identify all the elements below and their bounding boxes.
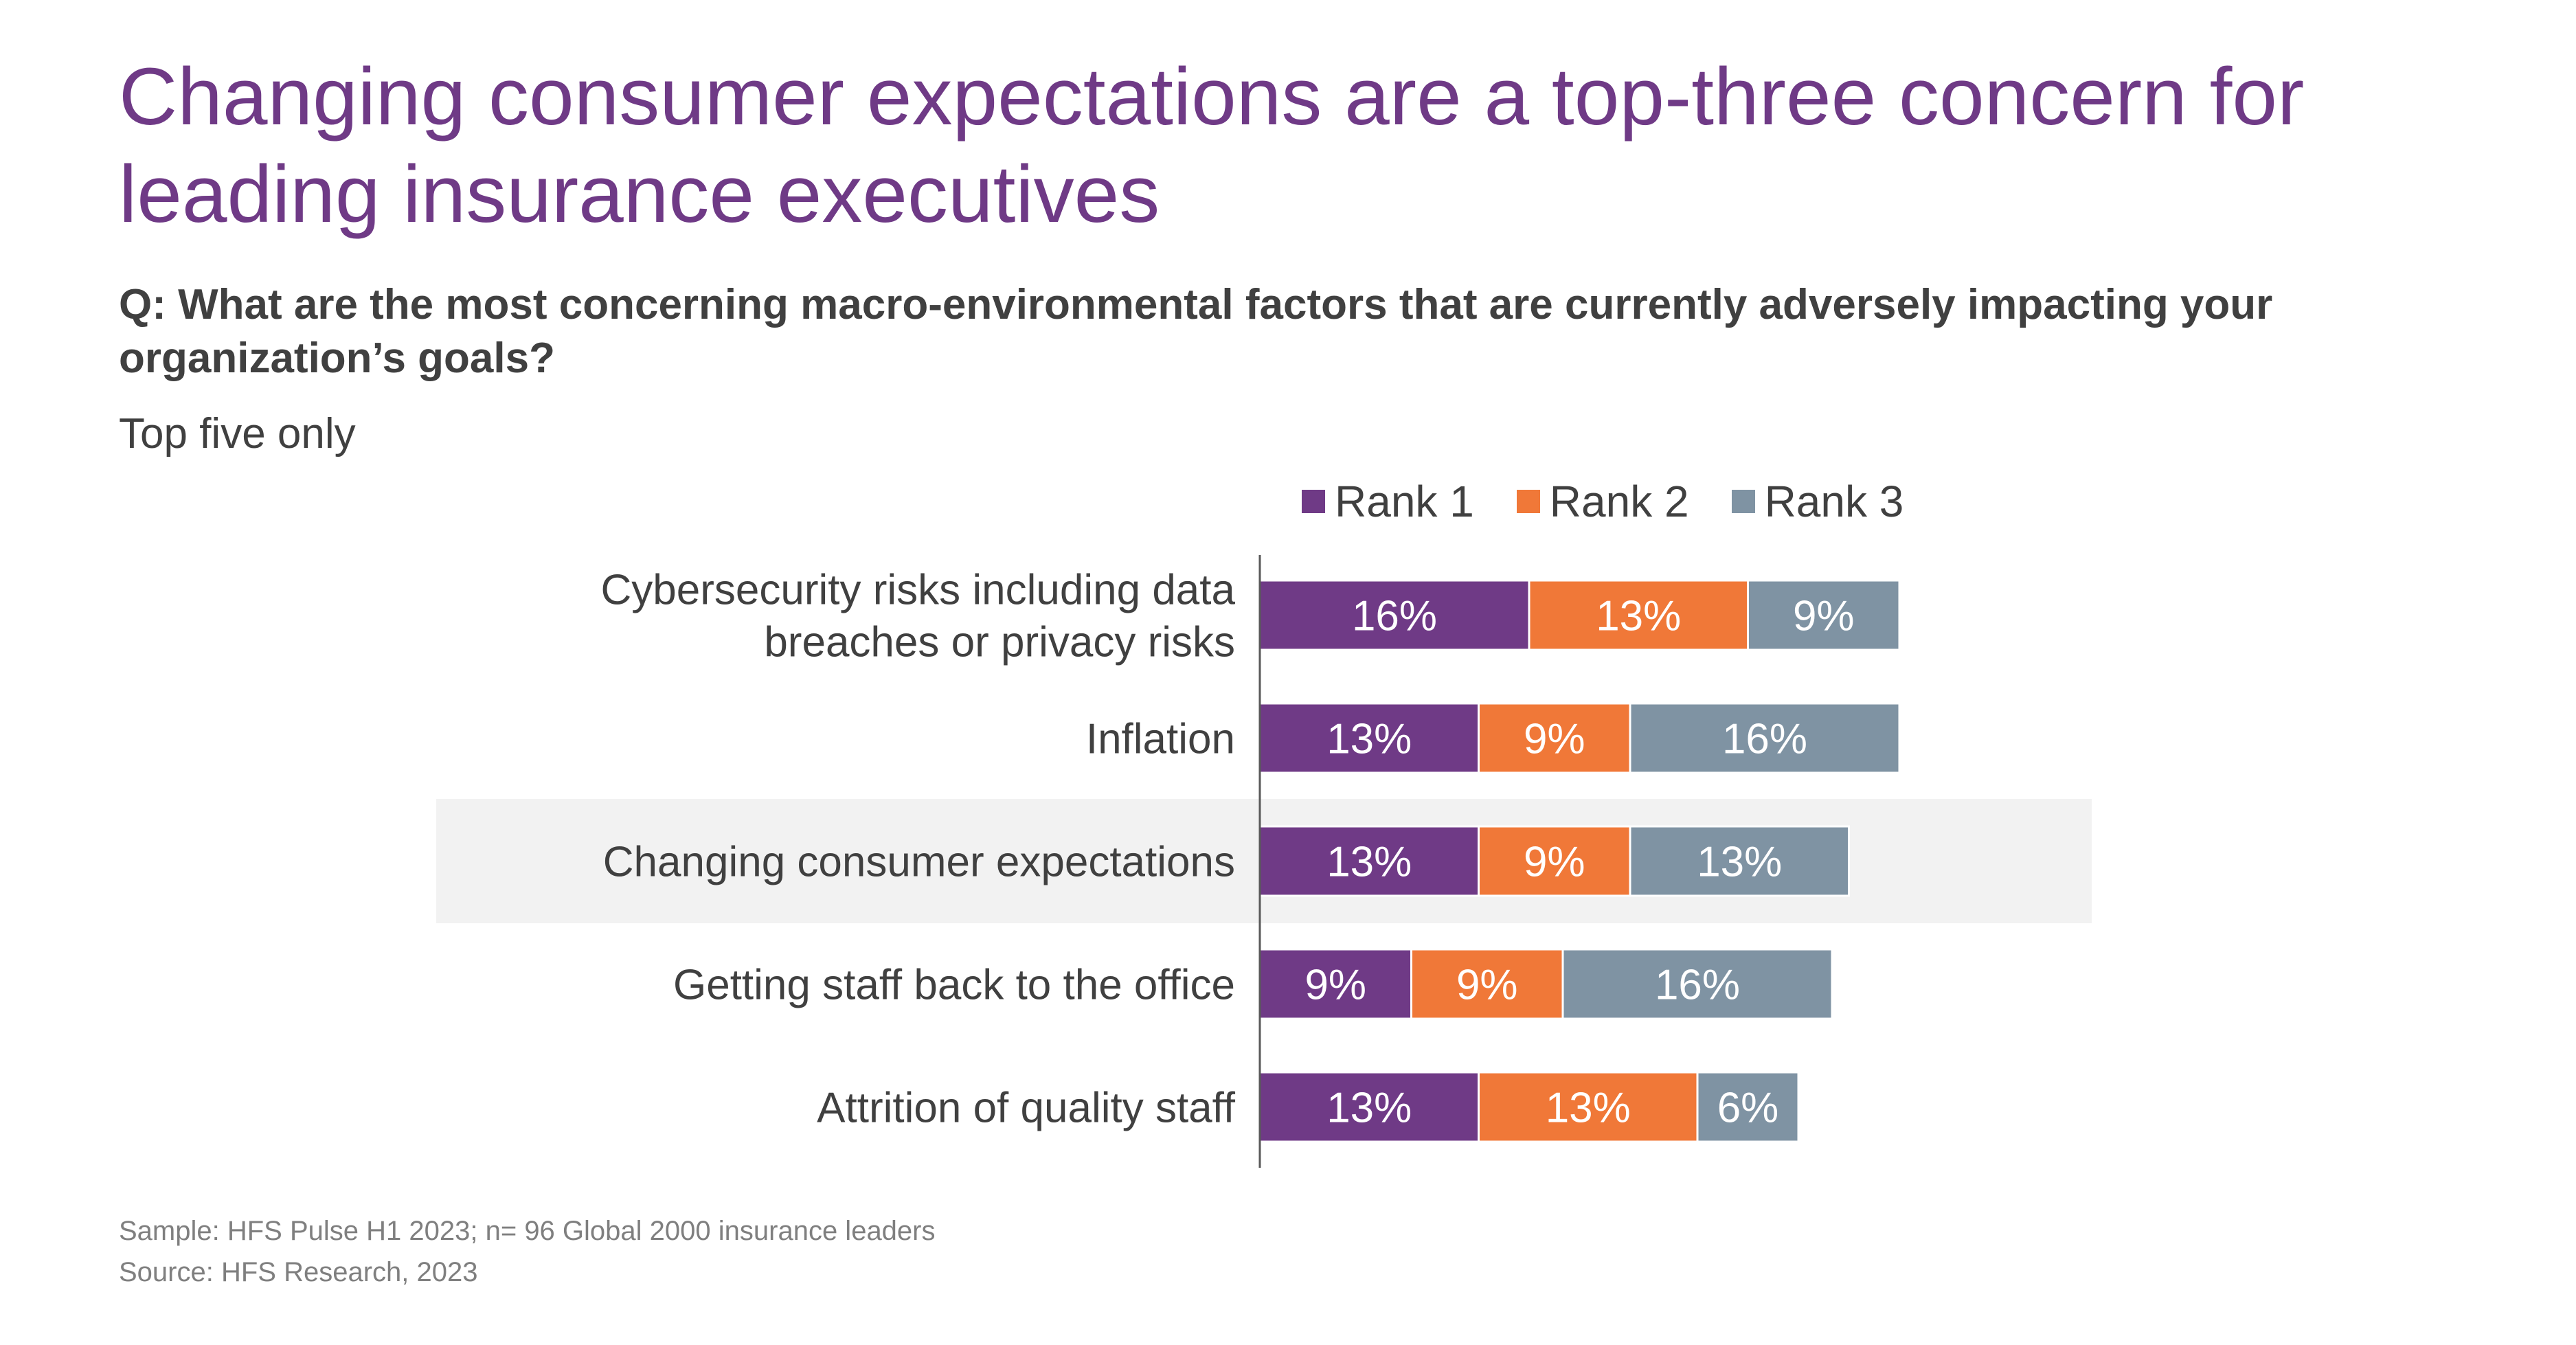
category-label-attrition-of-quality-staff: Attrition of quality staff xyxy=(817,1085,1236,1132)
bar-rank-3-inflation xyxy=(1629,702,1901,774)
category-label-changing-consumer-expectations: Changing consumer expectations xyxy=(603,839,1235,886)
legend-label-rank-2: Rank 2 xyxy=(1549,477,1689,526)
bar-rank-2-cybersecurity-risks-including-data-breaches-or-privacy-risks xyxy=(1528,579,1749,651)
survey-question: Q: What are the most concerning macro-en… xyxy=(119,281,2273,382)
chart-legend: Rank 1 Rank 2 Rank 3 xyxy=(1302,474,1946,529)
value-label-rank-2-cybersecurity-risks-including-data-breaches-or-privacy-risks: 13% xyxy=(1596,593,1681,640)
value-label-rank-1-changing-consumer-expectations: 13% xyxy=(1326,839,1412,886)
bar-rank-2-changing-consumer-expectations xyxy=(1478,825,1631,897)
page-title: Changing consumer expectations are a top… xyxy=(119,52,2305,240)
chart-subtitle: Top five only xyxy=(119,410,356,457)
value-label-rank-1-inflation: 13% xyxy=(1326,716,1412,763)
sample-note: Sample: HFS Pulse H1 2023; n= 96 Global … xyxy=(119,1216,936,1246)
value-label-rank-2-inflation: 9% xyxy=(1524,716,1585,763)
bar-rank-1-inflation xyxy=(1258,702,1480,774)
bar-rank-2-getting-staff-back-to-the-office xyxy=(1410,948,1564,1020)
category-label-cybersecurity-risks-including-data-breaches-or-privacy-risks-line-2: breaches or privacy risks xyxy=(764,619,1235,666)
category-label-inflation: Inflation xyxy=(1086,716,1235,763)
legend-label-rank-3: Rank 3 xyxy=(1764,477,1904,526)
value-label-rank-3-changing-consumer-expectations: 13% xyxy=(1697,839,1782,886)
bar-rank-2-attrition-of-quality-staff xyxy=(1478,1071,1699,1143)
bar-rank-3-getting-staff-back-to-the-office xyxy=(1561,948,1833,1020)
value-label-rank-1-attrition-of-quality-staff: 13% xyxy=(1326,1085,1412,1132)
bar-rank-1-attrition-of-quality-staff xyxy=(1258,1071,1480,1143)
source-note: Source: HFS Research, 2023 xyxy=(119,1257,478,1287)
value-label-rank-2-getting-staff-back-to-the-office: 9% xyxy=(1456,962,1518,1009)
value-label-rank-1-getting-staff-back-to-the-office: 9% xyxy=(1304,962,1366,1009)
legend-item-rank-2: Rank 2 xyxy=(1516,476,1689,527)
bar-rank-3-cybersecurity-risks-including-data-breaches-or-privacy-risks xyxy=(1747,579,1901,651)
bar-rank-3-attrition-of-quality-staff xyxy=(1696,1071,1800,1143)
value-label-rank-1-cybersecurity-risks-including-data-breaches-or-privacy-risks: 16% xyxy=(1352,593,1437,640)
value-label-rank-2-changing-consumer-expectations: 9% xyxy=(1524,839,1585,886)
category-label-cybersecurity-risks-including-data-breaches-or-privacy-risks-line-1: Cybersecurity risks including data xyxy=(601,567,1236,614)
legend-swatch-rank-1 xyxy=(1302,490,1325,513)
value-label-rank-3-getting-staff-back-to-the-office: 16% xyxy=(1655,962,1740,1009)
bar-rank-1-cybersecurity-risks-including-data-breaches-or-privacy-risks xyxy=(1258,579,1530,651)
bar-rank-1-changing-consumer-expectations xyxy=(1258,825,1480,897)
bar-rank-2-inflation xyxy=(1478,702,1631,774)
value-label-rank-2-attrition-of-quality-staff: 13% xyxy=(1546,1085,1631,1132)
legend-swatch-rank-2 xyxy=(1516,490,1540,513)
legend-swatch-rank-3 xyxy=(1731,490,1755,513)
legend-item-rank-1: Rank 1 xyxy=(1302,476,1474,527)
value-label-rank-3-cybersecurity-risks-including-data-breaches-or-privacy-risks: 9% xyxy=(1793,593,1855,640)
category-label-getting-staff-back-to-the-office: Getting staff back to the office xyxy=(673,962,1235,1009)
bar-rank-1-getting-staff-back-to-the-office xyxy=(1258,948,1412,1020)
legend-item-rank-3: Rank 3 xyxy=(1731,476,1904,527)
value-label-rank-3-inflation: 16% xyxy=(1722,716,1807,763)
legend-label-rank-1: Rank 1 xyxy=(1335,477,1474,526)
value-label-rank-3-attrition-of-quality-staff: 6% xyxy=(1717,1085,1779,1132)
bar-rank-3-changing-consumer-expectations xyxy=(1629,825,1850,897)
